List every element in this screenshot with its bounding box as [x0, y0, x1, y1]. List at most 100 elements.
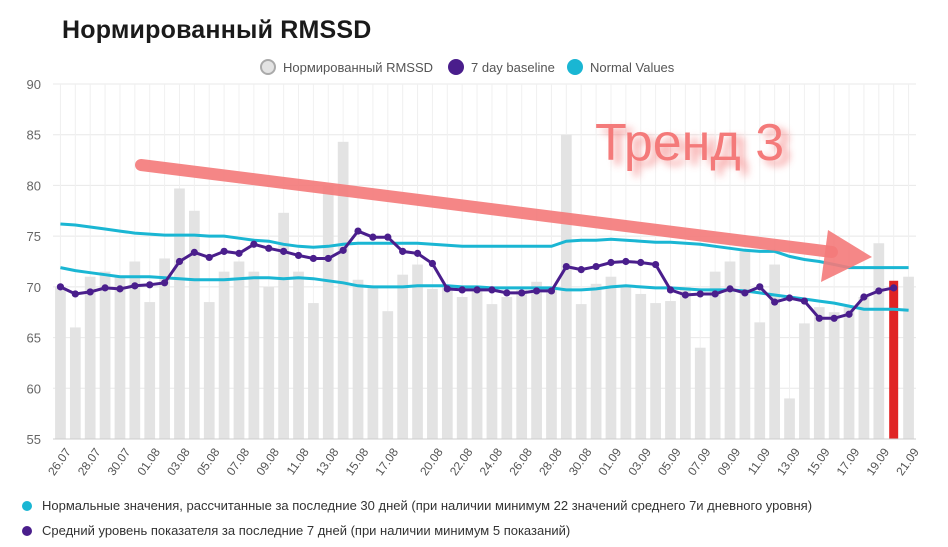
bar[interactable]: [144, 302, 156, 439]
bar[interactable]: [248, 271, 260, 439]
baseline-point[interactable]: [518, 289, 526, 297]
baseline-point[interactable]: [220, 247, 228, 255]
bar[interactable]: [784, 398, 795, 439]
baseline-point[interactable]: [622, 257, 630, 266]
bar[interactable]: [799, 323, 810, 439]
baseline-point[interactable]: [696, 290, 704, 298]
bar[interactable]: [843, 307, 855, 439]
baseline-point[interactable]: [652, 260, 660, 269]
baseline-point[interactable]: [443, 285, 451, 293]
baseline-point[interactable]: [845, 310, 853, 318]
bar[interactable]: [337, 141, 349, 440]
baseline-point[interactable]: [205, 253, 213, 262]
bar[interactable]: [724, 261, 736, 440]
baseline-point[interactable]: [785, 294, 794, 302]
bar[interactable]: [367, 286, 379, 439]
baseline-point[interactable]: [101, 284, 109, 292]
bar[interactable]: [739, 251, 751, 439]
legend-label-normal[interactable]: Normal Values: [590, 60, 675, 75]
bar[interactable]: [560, 134, 572, 439]
baseline-point[interactable]: [473, 286, 481, 294]
bar[interactable]: [486, 304, 498, 439]
baseline-point[interactable]: [280, 247, 288, 255]
bar[interactable]: [174, 188, 185, 439]
legend-label-rmssd[interactable]: Нормированный RMSSD: [283, 60, 433, 75]
bar[interactable]: [84, 276, 96, 439]
bar[interactable]: [754, 322, 766, 439]
baseline-point[interactable]: [711, 290, 719, 298]
bar[interactable]: [99, 271, 111, 439]
bar-highlighted[interactable]: [889, 280, 899, 439]
baseline-point[interactable]: [488, 286, 496, 294]
baseline-point[interactable]: [815, 314, 823, 322]
baseline-point[interactable]: [681, 291, 689, 299]
bar[interactable]: [69, 327, 81, 439]
baseline-point[interactable]: [399, 247, 407, 255]
bar[interactable]: [441, 286, 453, 439]
bar[interactable]: [55, 286, 66, 439]
bar[interactable]: [828, 312, 840, 439]
baseline-point[interactable]: [756, 283, 764, 291]
bar[interactable]: [769, 264, 781, 439]
baseline-point[interactable]: [56, 283, 65, 291]
baseline-point[interactable]: [175, 257, 184, 266]
bar[interactable]: [114, 276, 126, 439]
bar[interactable]: [456, 297, 468, 439]
baseline-point[interactable]: [354, 227, 362, 235]
baseline-point[interactable]: [250, 240, 258, 248]
bar[interactable]: [233, 261, 245, 440]
bar[interactable]: [412, 264, 423, 439]
bar[interactable]: [129, 261, 141, 440]
bar[interactable]: [575, 304, 587, 439]
baseline-point[interactable]: [309, 254, 317, 263]
bar[interactable]: [858, 297, 870, 439]
bar[interactable]: [278, 212, 289, 439]
bar[interactable]: [203, 302, 215, 439]
bar[interactable]: [293, 271, 304, 439]
bar[interactable]: [471, 290, 483, 439]
baseline-point[interactable]: [413, 249, 422, 257]
baseline-point[interactable]: [458, 286, 466, 294]
baseline-point[interactable]: [369, 233, 377, 241]
bar[interactable]: [322, 185, 334, 439]
bar[interactable]: [590, 283, 602, 439]
bar[interactable]: [650, 303, 661, 439]
baseline-point[interactable]: [562, 262, 570, 271]
baseline-point[interactable]: [637, 258, 645, 267]
bar[interactable]: [352, 279, 364, 439]
bar[interactable]: [159, 258, 170, 439]
bar[interactable]: [501, 297, 513, 439]
baseline-point[interactable]: [294, 251, 303, 260]
baseline-point[interactable]: [160, 279, 169, 287]
legend-marker-normal[interactable]: [567, 59, 583, 75]
baseline-point[interactable]: [190, 248, 198, 256]
baseline-point[interactable]: [860, 293, 868, 301]
bar[interactable]: [546, 286, 557, 439]
baseline-point[interactable]: [428, 259, 437, 268]
baseline-point[interactable]: [146, 281, 154, 289]
baseline-point[interactable]: [592, 262, 600, 271]
baseline-point[interactable]: [131, 282, 139, 290]
baseline-point[interactable]: [607, 258, 615, 267]
baseline-point[interactable]: [830, 314, 838, 322]
bar[interactable]: [694, 347, 706, 439]
bar[interactable]: [516, 289, 528, 439]
baseline-point[interactable]: [235, 249, 243, 257]
bar[interactable]: [665, 301, 676, 439]
baseline-point[interactable]: [875, 287, 883, 295]
bar[interactable]: [427, 288, 438, 439]
baseline-point[interactable]: [741, 289, 749, 297]
bar[interactable]: [813, 307, 825, 439]
baseline-point[interactable]: [503, 289, 511, 297]
bar[interactable]: [903, 276, 914, 439]
baseline-point[interactable]: [547, 287, 556, 295]
baseline-point[interactable]: [800, 297, 809, 305]
bar[interactable]: [188, 210, 200, 439]
baseline-point[interactable]: [339, 246, 347, 254]
legend-marker-baseline[interactable]: [448, 59, 464, 75]
baseline-point[interactable]: [265, 244, 273, 252]
bar[interactable]: [531, 281, 542, 439]
baseline-point[interactable]: [726, 285, 734, 293]
bar[interactable]: [397, 274, 409, 439]
baseline-point[interactable]: [86, 288, 94, 296]
